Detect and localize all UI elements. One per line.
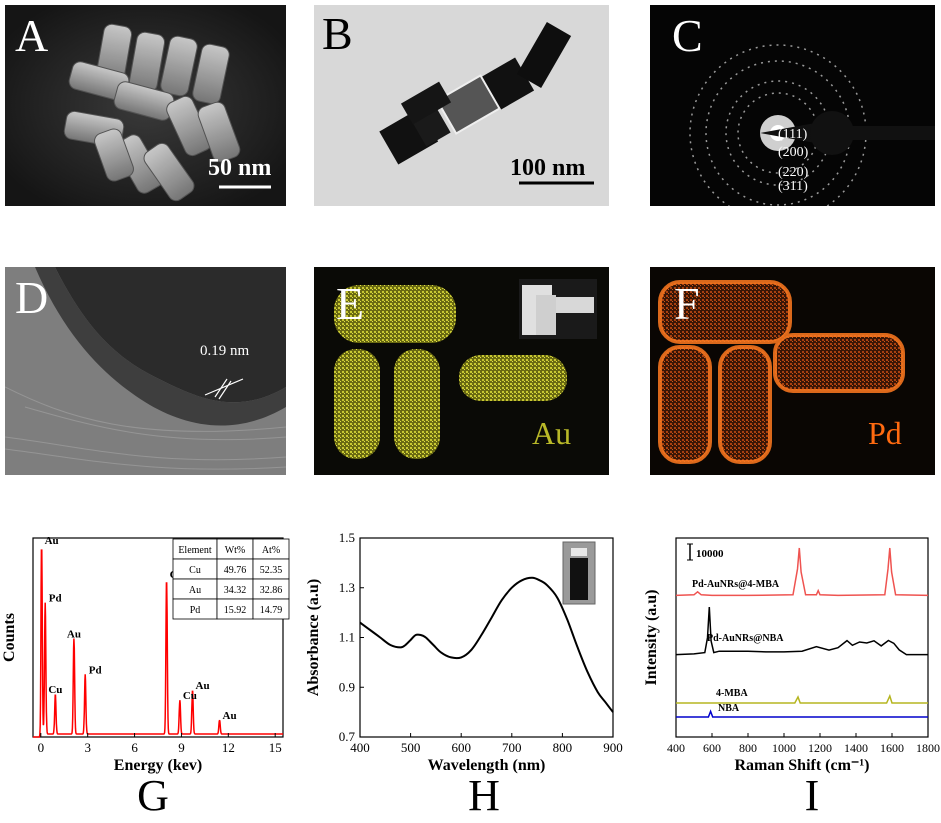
x-axis-label: Raman Shift (cm⁻¹) [734, 757, 869, 774]
plane-label-111: (111) [778, 127, 808, 142]
table-value: Au [189, 585, 201, 596]
vial-cap [571, 548, 587, 556]
panel-label: B [322, 8, 353, 59]
x-tick-label: 3 [84, 740, 91, 755]
peak-label: Au [45, 535, 59, 547]
x-axis-label: Wavelength (nm) [428, 757, 546, 774]
x-tick-label: 400 [667, 741, 685, 755]
element-label: Pd [868, 415, 902, 451]
y-tick-label: 0.7 [339, 729, 356, 744]
x-tick-label: 12 [222, 740, 235, 755]
series-label: NBA [718, 703, 740, 714]
table-value: 14.79 [260, 605, 283, 616]
figure-label-h: H [468, 771, 500, 820]
table-header: Wt% [225, 545, 246, 556]
table-value: 32.86 [260, 585, 283, 596]
raman-series-line [676, 709, 928, 718]
figure-label-g: G [137, 771, 169, 820]
y-tick-label: 1.3 [339, 580, 355, 595]
x-tick-label: 600 [703, 741, 721, 755]
table-value: 52.35 [260, 565, 283, 576]
scale-bar-text: 50 nm [208, 155, 272, 181]
peak-label: Pd [49, 593, 62, 605]
table-cell [252, 598, 290, 620]
panel-d-hrtem-image: D 0.19 nm [5, 267, 286, 475]
absorbance-line [359, 576, 614, 713]
plot-frame [675, 537, 929, 738]
raman-series-line [676, 693, 928, 704]
raman-series-line [675, 547, 929, 597]
figure-label-i: I [804, 771, 820, 820]
peak-label: Pd [89, 664, 102, 676]
y-tick-label: 0.9 [339, 679, 355, 694]
plane-label-220: (220) [778, 165, 809, 180]
x-tick-label: 600 [451, 740, 471, 755]
series-label: 4-MBA [716, 688, 748, 699]
x-tick-label: 1200 [808, 741, 832, 755]
chart-h-absorbance: 400 500 600 700 800 900 0.7 0.9 1.1 1.3 1.5 Wavelen… [300, 530, 630, 780]
x-tick-label: 1400 [844, 741, 868, 755]
peak-label: Cu [48, 684, 62, 696]
series-label: Pd-AuNRs@NBA [707, 633, 784, 644]
panel-label: E [336, 278, 365, 329]
table-value: 15.92 [224, 605, 247, 616]
lattice-spacing-label: 0.19 nm [200, 343, 250, 359]
panel-a-sem-image: A 50 nm [5, 5, 286, 206]
peak-label: Au [196, 680, 210, 692]
panel-e-au-mapping: E Au [314, 267, 609, 475]
y-tick-label: 1.5 [339, 530, 355, 545]
y-tick-label: 1.1 [339, 630, 355, 645]
y-axis-label: Absorbance (a.u) [305, 579, 322, 696]
x-tick-label: 900 [603, 740, 623, 755]
table-value: 49.76 [224, 565, 247, 576]
chart-i-raman: Pd-AuNRs@4-MBA Pd-AuNRs@NBA 4-MBA NBA 10000 4… [630, 530, 941, 780]
x-tick-label: 1600 [880, 741, 904, 755]
table-header: Element [178, 545, 212, 556]
peak-label: Cu [183, 690, 197, 702]
x-tick-label: 9 [178, 740, 185, 755]
peak-label: Au [67, 628, 81, 640]
x-tick-label: 800 [739, 741, 757, 755]
plane-label-311: (311) [778, 179, 808, 194]
eds-spectrum-line [33, 549, 283, 738]
panel-c-saed-pattern: C (111) (200) (220) (311) [650, 5, 935, 206]
y-axis-label: Intensity (a.u) [643, 589, 660, 685]
panel-label: F [674, 278, 700, 329]
scale-bar-label: 10000 [696, 548, 724, 560]
table-header: At% [262, 545, 280, 556]
x-tick-label: 1800 [916, 741, 940, 755]
peak-label: Au [223, 710, 237, 722]
table-value: 34.32 [224, 585, 247, 596]
x-tick-label: 6 [131, 740, 138, 755]
plane-label-200: (200) [778, 145, 809, 160]
plot-frame [32, 537, 284, 738]
x-tick-label: 800 [553, 740, 573, 755]
x-tick-label: 700 [502, 740, 522, 755]
table-value: Pd [190, 605, 201, 616]
x-axis-label: Energy (kev) [114, 757, 202, 774]
raman-series-line [675, 606, 928, 656]
vial-liquid [570, 558, 588, 600]
y-axis-label: Counts [1, 613, 18, 662]
x-tick-label: 500 [401, 740, 421, 755]
table-value: Cu [189, 565, 201, 576]
scale-bar-text: 100 nm [510, 155, 586, 181]
x-tick-label: 0 [38, 740, 45, 755]
x-tick-label: 15 [269, 740, 282, 755]
series-label: Pd-AuNRs@4-MBA [692, 579, 780, 590]
panel-label: C [672, 10, 703, 61]
x-tick-label: 400 [350, 740, 370, 755]
element-label: Au [532, 415, 572, 451]
panel-label: D [15, 272, 49, 323]
x-tick-label: 1000 [772, 741, 796, 755]
panel-b-tem-image: B 100 nm [314, 5, 609, 206]
panel-f-pd-mapping: F Pd [650, 267, 935, 475]
chart-g-eds-spectrum: AuPdCuAuPdCuCuAuAu03691215Energy (kev)Co… [0, 530, 300, 780]
panel-label: A [15, 10, 49, 61]
